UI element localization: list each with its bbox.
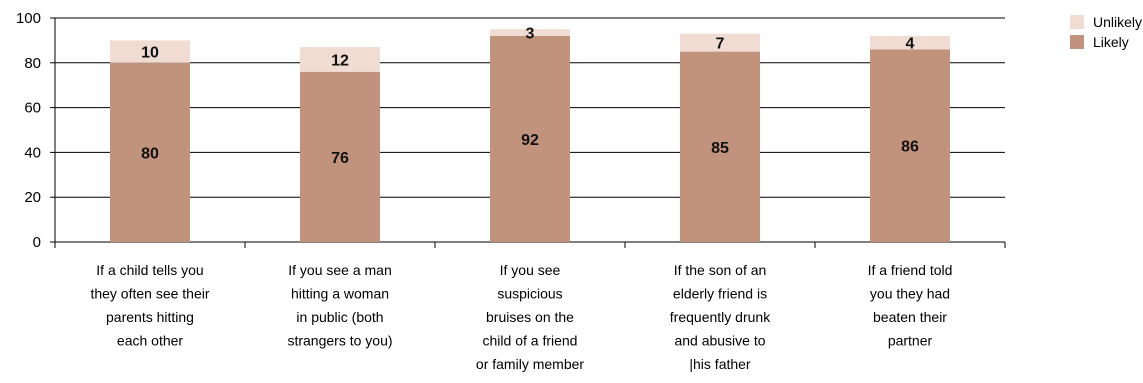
data-label-likely: 85: [711, 140, 729, 157]
category-label: or family member: [476, 356, 584, 372]
category-label: parents hitting: [106, 309, 194, 325]
category-label: hitting a woman: [291, 286, 389, 302]
y-tick-label: 60: [24, 100, 41, 117]
data-label-unlikely: 4: [906, 36, 915, 53]
category-label: frequently drunk: [670, 309, 771, 325]
category-label: you they had: [870, 286, 950, 302]
category-label: If you see a man: [288, 262, 392, 278]
bar-unlikely: [110, 40, 190, 63]
legend-swatch-likely: [1070, 35, 1084, 49]
category-label: If the son of an: [674, 262, 767, 278]
data-label-likely: 80: [141, 145, 159, 162]
bar-unlikely: [870, 35, 950, 50]
category-label: If a child tells you: [96, 262, 203, 278]
category-label: strangers to you): [287, 333, 392, 349]
y-tick-label: 80: [24, 55, 41, 72]
y-tick-label: 20: [24, 189, 41, 206]
category-label: If a friend told: [868, 262, 953, 278]
legend-label-unlikely: Unlikely: [1093, 14, 1142, 30]
y-tick-label: 0: [33, 234, 41, 251]
y-tick-label: 100: [16, 10, 41, 27]
bar-likely: [680, 51, 760, 242]
bar-unlikely: [300, 47, 380, 72]
category-label: child of a friend: [483, 333, 578, 349]
bar-likely: [870, 49, 950, 242]
category-label: and abusive to: [674, 333, 765, 349]
bar-likely: [110, 62, 190, 242]
category-label: in public (both: [296, 309, 383, 325]
category-label: they often see their: [90, 286, 209, 302]
bar-unlikely: [490, 29, 570, 36]
y-tick-label: 40: [24, 144, 41, 161]
bar-likely: [300, 71, 380, 242]
category-label: elderly friend is: [673, 286, 767, 302]
data-label-likely: 76: [331, 150, 349, 167]
category-label: If you see: [500, 262, 561, 278]
category-label: bruises on the: [486, 309, 574, 325]
data-label-likely: 92: [521, 132, 539, 149]
data-label-unlikely: 3: [526, 26, 535, 43]
data-label-unlikely: 10: [141, 45, 159, 62]
bar-likely: [490, 35, 570, 242]
data-label-likely: 86: [901, 139, 919, 156]
category-label: |his father: [689, 356, 751, 372]
category-label: beaten their: [873, 309, 947, 325]
category-label: partner: [888, 333, 933, 349]
bar-unlikely: [680, 33, 760, 52]
legend-label-likely: Likely: [1093, 34, 1129, 50]
legend-swatch-unlikely: [1070, 15, 1084, 29]
data-label-unlikely: 7: [716, 36, 725, 53]
category-label: each other: [117, 333, 183, 349]
category-label: suspicious: [497, 286, 562, 302]
data-label-unlikely: 12: [331, 52, 349, 69]
